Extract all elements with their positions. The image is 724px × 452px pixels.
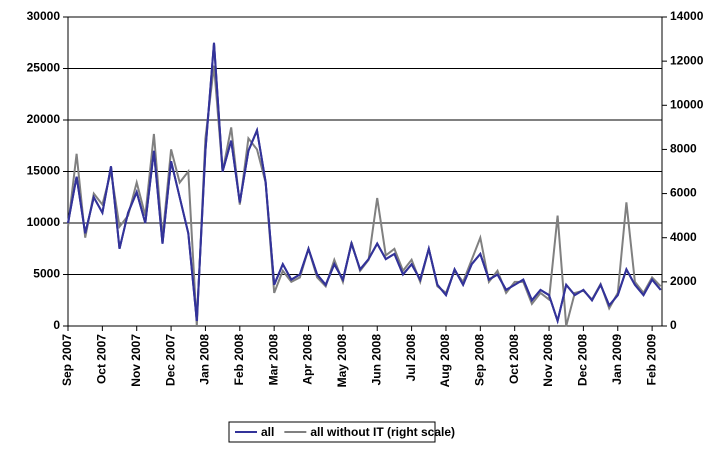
y2-tick-label: 4000	[670, 230, 697, 244]
y-tick-label: 30000	[27, 9, 61, 23]
y2-tick-label: 10000	[670, 97, 704, 111]
x-tick-label: Feb 2009	[644, 334, 658, 386]
x-tick-label: Mar 2008	[266, 334, 280, 386]
data-line	[67, 65, 662, 327]
legend-label: all	[261, 425, 274, 439]
y-tick-label: 5000	[33, 267, 60, 281]
y2-tick-label: 12000	[670, 53, 704, 67]
x-tick-label: Aug 2008	[438, 334, 452, 388]
y-tick-label: 15000	[27, 164, 61, 178]
x-tick-label: Nov 2007	[129, 334, 143, 387]
y-tick-label: 10000	[27, 215, 61, 229]
data-line	[67, 42, 662, 325]
x-tick-label: Nov 2008	[541, 334, 555, 387]
x-tick-label: Oct 2008	[507, 334, 521, 384]
x-tick-label: May 2008	[335, 334, 349, 388]
x-tick-label: Jun 2008	[369, 334, 383, 386]
y2-tick-label: 2000	[670, 274, 697, 288]
legend-box	[228, 421, 436, 443]
y2-tick-label: 14000	[670, 9, 704, 23]
x-tick-label: Jan 2008	[198, 334, 212, 385]
y2-tick-label: 8000	[670, 142, 697, 156]
y-tick-label: 20000	[27, 112, 61, 126]
x-tick-label: Jul 2008	[404, 334, 418, 382]
y2-tick-label: 0	[670, 318, 677, 332]
x-tick-label: Jan 2009	[610, 334, 624, 385]
x-tick-label: Dec 2008	[576, 334, 590, 386]
x-tick-label: Oct 2007	[95, 334, 109, 384]
y2-tick-label: 6000	[670, 186, 697, 200]
x-tick-label: Apr 2008	[301, 334, 315, 385]
x-tick-label: Sep 2008	[472, 334, 486, 386]
x-tick-label: Feb 2008	[232, 334, 246, 386]
x-tick-label: Sep 2007	[60, 334, 74, 386]
legend-label: all without IT (right scale)	[310, 425, 455, 439]
y-tick-label: 0	[53, 318, 60, 332]
y-tick-label: 25000	[27, 61, 61, 75]
x-tick-label: Dec 2007	[163, 334, 177, 386]
